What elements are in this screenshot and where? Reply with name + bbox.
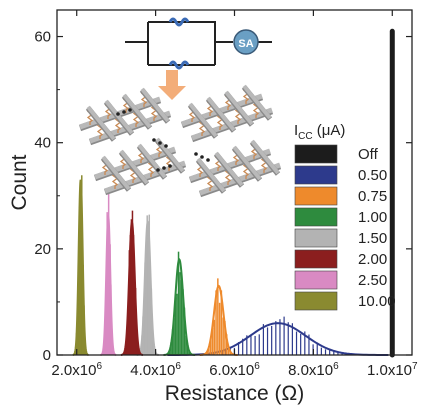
legend-swatch [294,270,338,290]
sense-amplifier-icon [233,29,259,55]
continuation-dot [156,168,160,172]
legend-swatch [294,186,338,206]
x-tick-label-exponent: 6 [254,361,260,372]
crossbar-column-electrode-face [104,99,134,135]
continuation-dot [128,108,132,112]
continuation-dot [162,166,166,170]
crossbar-column-electrode-face [196,157,226,193]
series-layer [72,28,395,358]
legend-label: Off [358,146,379,163]
crossbar-column-electrode-face [232,145,262,181]
y-axis-label: Count [8,154,31,210]
crossbar-column-electrode-face [214,151,244,187]
continuation-dot [164,144,168,148]
gaussian-fit-curve [199,284,238,356]
continuation-dot [158,141,162,145]
y-tick-label: 40 [34,135,51,152]
x-tick-label: 6.0x106 [209,361,260,379]
circuit-wires [125,21,233,66]
continuation-dot [122,110,126,114]
legend-title-main: I [294,122,298,139]
crossbar-row-electrode-face [79,96,161,130]
legend-swatch [294,207,338,227]
legend-label: 1.00 [358,209,387,226]
legend-swatch [294,165,338,185]
memristor-top-icon [168,17,190,27]
gaussian-fit-curve [163,257,196,356]
legend-label: 10.00 [358,293,396,310]
legend-title-unit: (μA) [313,122,346,139]
x-tick-label-exponent: 6 [175,361,181,372]
x-tick-label-base: 4.0x10 [130,362,175,379]
y-tick-label: 60 [34,29,51,46]
continuation-dot [200,155,204,159]
x-tick-label-base: 2.0x10 [51,362,96,379]
y-tick-label: 20 [34,241,51,258]
series-2-00 [120,210,144,356]
continuation-dot [168,164,172,168]
crossbar-column-electrode-face [224,90,254,126]
series-1-00 [163,251,196,356]
legend: ICC (μA) Off 0.50 0.75 1.00 1.50 2.00 2.50 10.00 [294,122,396,311]
circuit-inset-diagram: SA [78,17,282,198]
x-tick-label-exponent: 6 [333,361,339,372]
crossbar-column-electrode-face [188,102,218,138]
x-tick-label-base: 1.0x10 [367,362,412,379]
gaussian-fit-curve [100,213,117,356]
crossbar-row-electrode-face [181,93,263,127]
x-axis-label: Resistance (Ω) [165,382,304,405]
x-tick-label: 2.0x106 [51,361,102,379]
series-10-00 [72,175,89,356]
continuation-dot [206,158,210,162]
y-tick-label: 0 [43,347,51,364]
legend-label: 1.50 [358,230,387,247]
crossbar-row-electrode-face [191,107,273,141]
legend-swatch [294,291,338,311]
legend-swatch [294,228,338,248]
legend-label: 2.50 [358,272,387,289]
gaussian-fit-curve [120,219,144,356]
legend-label: 0.50 [358,167,387,184]
gaussian-fit-curve [72,179,89,356]
series-0-75 [199,278,238,356]
legend-swatch [294,249,338,269]
legend-label: 0.75 [358,188,387,205]
crossbar-column-electrode-face [122,93,152,129]
memristor-bottom-icon [168,60,190,70]
crossbar-row-electrode-face [104,160,186,194]
legend-label: 2.00 [358,251,387,268]
crossbar-column-electrode-face [242,84,272,120]
crossbar-column-electrode-face [86,105,116,141]
crossbar-column-electrode-face [140,87,170,123]
crossbar-row-electrode-face [94,146,176,180]
crossbar-column-electrode-face [250,139,280,175]
down-arrow-icon [158,70,186,100]
legend-title-sub: CC [298,131,312,142]
continuation-dot [194,152,198,156]
series-2-50 [100,189,117,356]
crossbar-row-electrode-face [189,148,271,182]
x-tick-label-exponent: 6 [96,361,102,372]
continuation-dot [116,112,120,116]
x-tick-label-base: 8.0x10 [288,362,333,379]
x-tick-label: 8.0x106 [288,361,339,379]
crossbar-column-electrode-face [137,143,167,179]
crossbar-column-electrode-face [206,96,236,132]
legend-swatch [294,144,338,164]
crossbar-column-electrode-face [119,149,149,185]
x-tick-label: 4.0x106 [130,361,181,379]
sense-amplifier-label: SA [238,38,253,50]
crossbar-column-electrode-face [101,155,131,191]
x-tick-label-base: 6.0x10 [209,362,254,379]
crossbar-column-electrode-face [155,137,185,173]
x-tick-label-exponent: 7 [412,361,418,372]
legend-title: ICC (μA) [294,122,345,142]
crossbar-row-electrode-face [199,162,281,196]
x-tick-label: 1.0x107 [367,361,418,379]
continuation-dot [152,138,156,142]
crossbar-row-electrode-face [89,110,171,144]
